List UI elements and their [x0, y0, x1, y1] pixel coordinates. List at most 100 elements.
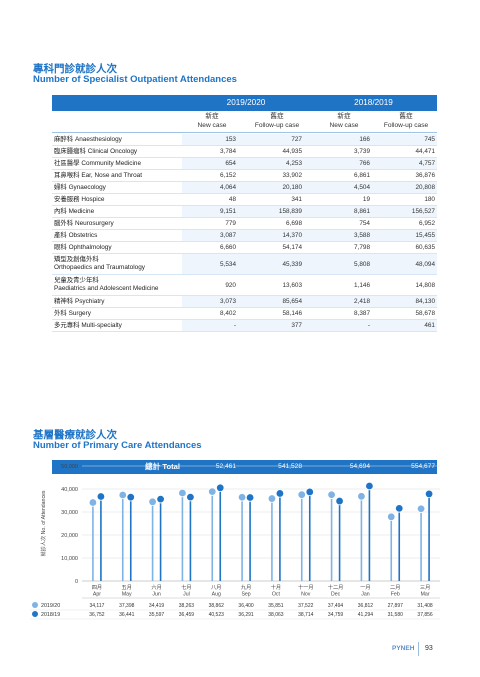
data-label: 36,291 — [238, 612, 254, 618]
col-label-zh: 新症 — [337, 113, 351, 120]
bar-marker — [335, 496, 344, 506]
row-label-zh: 婦科 — [54, 183, 67, 191]
total-a-new: 52,461 — [215, 463, 236, 470]
row-label: 精神科 Psychiatry — [54, 298, 104, 306]
cell-b-fu: 60,635 — [415, 244, 435, 251]
bar-marker — [395, 504, 404, 513]
bar-2019-20 — [420, 508, 422, 581]
x-tick-label-zh: 四月 — [92, 584, 102, 591]
data-label: 37,856 — [417, 612, 433, 618]
x-tick-label: Jul — [183, 592, 190, 598]
bar-2018-19 — [129, 497, 132, 581]
data-label: 36,752 — [89, 612, 105, 618]
data-label: 37,522 — [298, 603, 314, 609]
cell-b-new: 19 — [362, 196, 370, 203]
data-label: 34,759 — [328, 612, 344, 618]
cell-b-fu: 36,876 — [415, 172, 435, 179]
bar-2018-19 — [279, 493, 281, 581]
cell-b-new: 3,739 — [354, 148, 370, 155]
section2-title-en: Number of Primary Care Attendances — [33, 440, 202, 451]
row-label-zh: 麻醉科 — [54, 135, 74, 143]
bar-marker — [245, 493, 255, 502]
row-label-en: Hospice — [81, 195, 105, 203]
data-label: 36,459 — [179, 612, 195, 618]
cell-a-fu: 6,698 — [286, 220, 302, 227]
table-row: 安養服務 Hospice 48 341 19 180 — [52, 194, 437, 206]
table-row: 精神科 Psychiatry 3,073 85,654 2,418 84,130 — [52, 296, 437, 308]
cell-a-fu: 20,180 — [282, 184, 302, 191]
table-body: 麻醉科 Anaesthesiology 153 727 166 745 臨床腫瘤科 Cli… — [52, 134, 437, 332]
bar-2019-20 — [241, 497, 243, 581]
x-tick-label: Mar — [421, 592, 430, 598]
row-label: 安養服務 Hospice — [54, 196, 104, 204]
bar-marker — [88, 498, 98, 507]
table-column-header: 新症 New case 舊症 Follow-up case 新症 New cas… — [52, 111, 437, 133]
row-shade — [182, 218, 437, 229]
data-label: 41,294 — [358, 612, 374, 618]
bar-marker — [357, 492, 366, 501]
col-label-zh: 舊症 — [399, 113, 413, 120]
row-shade — [182, 242, 437, 253]
legend-label: 2018/19 — [41, 612, 60, 618]
cell-a-new: 5,534 — [220, 260, 236, 268]
data-label: 37,398 — [119, 603, 135, 609]
bar-marker — [178, 488, 187, 498]
data-label: 31,408 — [417, 603, 433, 609]
total-b-followup: 554,677 — [411, 463, 435, 470]
row-label: 社區醫學 Community Medicine — [54, 160, 141, 168]
data-label: 35,597 — [149, 612, 165, 618]
data-label: 31,580 — [388, 612, 404, 618]
bar-2018-19 — [219, 487, 222, 581]
cell-b-fu: 180 — [424, 196, 435, 203]
row-label-zh: 內科 — [54, 207, 67, 215]
x-tick-label: Oct — [272, 592, 281, 598]
col-label-en: Follow-up case — [383, 121, 429, 129]
row-label-zh: 精神科 — [54, 297, 74, 305]
x-tick-label-zh: 七月 — [181, 583, 191, 591]
cell-a-fu: 341 — [291, 196, 302, 203]
bar-marker — [148, 497, 157, 507]
cell-a-new: 920 — [225, 281, 236, 289]
x-tick-label-zh: 八月 — [211, 584, 221, 591]
bar-2019-20 — [92, 502, 94, 581]
cell-b-fu: 48,094 — [415, 260, 435, 268]
row-shade — [182, 275, 437, 295]
row-label-en: Medicine — [68, 207, 95, 215]
bar-2018-19 — [338, 501, 341, 581]
row-label: 耳鼻喉科 Ear, Nose and Throat — [54, 172, 142, 180]
cell-a-fu: 45,339 — [282, 260, 302, 268]
bar-marker — [126, 492, 135, 502]
cell-b-fu: 4,757 — [419, 160, 435, 167]
cell-a-new: 3,784 — [220, 148, 236, 155]
row-shade — [182, 182, 437, 193]
col-header-b-followup: 舊症 Follow-up case — [375, 113, 437, 130]
primary-care-chart-svg: 0 10,000 20,000 30,000 40,000 50,000 就診人次 No. … — [30, 464, 440, 620]
data-label: 34,117 — [89, 603, 104, 609]
bar-2019-20 — [211, 491, 214, 581]
table-row: 兒童及青少年科 Paediatrics and Adolescent Medici… — [52, 275, 437, 296]
cell-b-fu: 15,455 — [415, 232, 435, 239]
row-label-en: Ear, Nose and Throat — [81, 171, 142, 179]
cell-b-fu: 745 — [424, 136, 435, 143]
cell-b-new: 5,808 — [354, 260, 370, 268]
section2-title-zh: 基層醫療就診人次 — [33, 429, 117, 441]
cell-b-fu: 156,527 — [411, 208, 435, 215]
table-row: 臨床腫瘤科 Clinical Oncology 3,784 44,935 3,739 4… — [52, 146, 437, 158]
row-label: 婦科 Gynaecology — [54, 184, 106, 192]
cell-b-new: 8,861 — [354, 208, 370, 215]
row-label: 產科 Obstetrics — [54, 232, 97, 240]
bar-marker — [275, 489, 285, 498]
row-label-zh: 臨床腫瘤科 — [54, 147, 86, 155]
cell-a-fu: 44,935 — [282, 148, 302, 155]
y-tick-label: 10,000 — [61, 556, 78, 562]
x-tick-label-zh: 五月 — [122, 584, 132, 591]
legend-marker — [32, 602, 38, 608]
cell-a-new: 8,402 — [220, 310, 236, 317]
x-tick-label-zh: 三月 — [420, 584, 430, 591]
y-tick-label: 40,000 — [61, 487, 78, 493]
row-shade — [182, 206, 437, 217]
bar-2019-20 — [151, 501, 154, 581]
x-tick-label: Dec — [331, 592, 341, 598]
bar-marker — [118, 490, 127, 500]
section1-title-zh: 專科門診就診人次 — [33, 63, 117, 75]
